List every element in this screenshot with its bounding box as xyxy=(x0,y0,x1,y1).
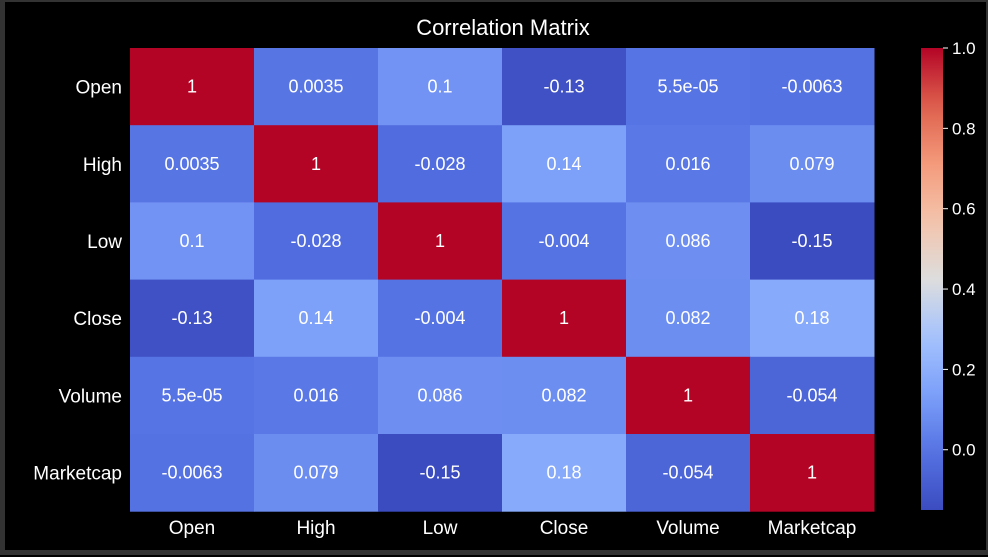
heatmap-cell-label: 1 xyxy=(683,385,693,405)
heatmap-cell xyxy=(750,48,875,126)
heatmap-cell-labels: 1 0.0035 0.1 -0.13 5.5e-05 -0.0063 0.0035 1 -0.0… xyxy=(161,77,842,483)
heatmap-cell xyxy=(254,125,379,203)
heatmap-cell xyxy=(378,279,503,358)
column-label: Close xyxy=(540,518,589,539)
heatmap-cell-label: 1 xyxy=(187,77,197,97)
column-label: Low xyxy=(423,518,458,539)
heatmap-cell xyxy=(750,356,875,435)
heatmap-cell xyxy=(626,356,751,435)
heatmap-cell xyxy=(130,48,255,126)
heatmap-cell xyxy=(626,125,751,203)
heatmap-cell-label: -0.15 xyxy=(791,231,832,251)
colorbar-tick-label: 0.6 xyxy=(952,200,976,219)
colorbar-tick-label: 0.4 xyxy=(952,280,976,299)
heatmap-cell xyxy=(502,125,627,203)
column-label: Volume xyxy=(656,518,719,539)
colorbar-tick-label: 0.8 xyxy=(952,119,976,138)
colorbar-tick-label: 1.0 xyxy=(952,39,976,58)
heatmap-cell-label: 1 xyxy=(559,308,569,328)
heatmap-cell-label: -0.004 xyxy=(414,308,465,328)
heatmap-cell-label: 0.1 xyxy=(179,231,204,251)
heatmap-cell xyxy=(502,434,627,512)
heatmap-cell-label: -0.028 xyxy=(414,154,465,174)
row-label: Volume xyxy=(59,386,122,407)
heatmap-cell-label: 0.0035 xyxy=(288,77,343,97)
row-labels: Open High Low Close Volume Marketcap xyxy=(33,78,122,485)
heatmap-cell-label: 0.079 xyxy=(293,463,338,483)
column-labels: Open High Low Close Volume Marketcap xyxy=(169,518,857,539)
heatmap-cell xyxy=(254,202,379,281)
heatmap-cell-label: -0.13 xyxy=(543,77,584,97)
heatmap-cell xyxy=(378,434,503,512)
heatmap-cell xyxy=(130,434,255,512)
heatmap-cell-label: -0.028 xyxy=(290,231,341,251)
heatmap-cell-label: -0.15 xyxy=(419,463,460,483)
heatmap-cell-label: 0.14 xyxy=(298,308,333,328)
row-label: Marketcap xyxy=(33,464,122,485)
heatmap-cell xyxy=(502,279,627,358)
heatmap-cell xyxy=(502,48,627,126)
heatmap-cell-label: -0.13 xyxy=(171,308,212,328)
row-label: Open xyxy=(76,78,122,99)
correlation-heatmap-chart: Correlation Matrix 1 0.0035 0.1 -0.13 5.5e-0… xyxy=(33,15,976,539)
heatmap-cell xyxy=(626,279,751,358)
heatmap-cell xyxy=(254,48,379,126)
heatmap-cell-label: 0.1 xyxy=(427,77,452,97)
heatmap-cell-label: -0.0063 xyxy=(161,463,222,483)
heatmap-cell xyxy=(130,356,255,435)
heatmap-cell-label: 5.5e-05 xyxy=(657,77,718,97)
heatmap-cells xyxy=(130,48,875,512)
heatmap-cell xyxy=(750,202,875,281)
colorbar xyxy=(921,48,943,510)
heatmap-cell-label: 0.086 xyxy=(665,231,710,251)
heatmap-cell xyxy=(378,48,503,126)
column-label: Marketcap xyxy=(768,518,857,539)
heatmap-cell xyxy=(750,434,875,512)
row-label: High xyxy=(83,155,122,176)
heatmap-cell-label: 0.082 xyxy=(665,308,710,328)
heatmap-cell xyxy=(626,434,751,512)
heatmap-cell-label: -0.0063 xyxy=(781,77,842,97)
colorbar-tick-label: 0.2 xyxy=(952,360,976,379)
heatmap-cell-label: 1 xyxy=(311,154,321,174)
heatmap-cell xyxy=(750,125,875,203)
heatmap-cell xyxy=(626,48,751,126)
heatmap-cell-label: 0.082 xyxy=(541,385,586,405)
heatmap-cell-label: -0.004 xyxy=(538,231,589,251)
heatmap-cell-label: 0.18 xyxy=(794,308,829,328)
heatmap-cell-label: 0.14 xyxy=(546,154,581,174)
heatmap-cell xyxy=(502,202,627,281)
heatmap-cell-label: 0.0035 xyxy=(164,154,219,174)
heatmap-cell-label: 0.079 xyxy=(789,154,834,174)
column-label: Open xyxy=(169,518,215,539)
heatmap-cell xyxy=(130,125,255,203)
row-label: Close xyxy=(73,309,122,330)
heatmap-cell xyxy=(626,202,751,281)
heatmap-cell xyxy=(502,356,627,435)
row-label: Low xyxy=(87,232,122,253)
heatmap-cell-label: 5.5e-05 xyxy=(161,385,222,405)
heatmap-cell xyxy=(378,356,503,435)
heatmap-cell-label: 0.18 xyxy=(546,463,581,483)
heatmap-cell-label: 1 xyxy=(807,463,817,483)
heatmap-cell-label: 0.016 xyxy=(665,154,710,174)
heatmap-cell xyxy=(254,279,379,358)
heatmap-cell xyxy=(378,202,503,281)
heatmap-cell xyxy=(378,125,503,203)
heatmap-cell xyxy=(254,356,379,435)
heatmap-cell-label: -0.054 xyxy=(786,385,837,405)
chart-title: Correlation Matrix xyxy=(416,15,590,40)
heatmap-cell xyxy=(254,434,379,512)
column-label: High xyxy=(296,518,335,539)
heatmap-cell xyxy=(130,202,255,281)
heatmap-cell-label: 1 xyxy=(435,231,445,251)
colorbar-ticks: 0.0 0.2 0.4 0.6 0.8 1.0 xyxy=(943,39,976,460)
heatmap-cell-label: 0.016 xyxy=(293,385,338,405)
heatmap-cell xyxy=(750,279,875,358)
colorbar-tick-label: 0.0 xyxy=(952,441,976,460)
heatmap-cell-label: -0.054 xyxy=(662,463,713,483)
heatmap-cell-label: 0.086 xyxy=(417,385,462,405)
heatmap-cell xyxy=(130,279,255,358)
